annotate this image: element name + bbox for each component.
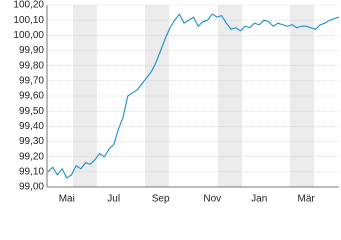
x-tick-label: Jan xyxy=(251,194,267,205)
y-tick-label: 100,00 xyxy=(13,30,44,41)
y-tick-label: 100,20 xyxy=(13,0,44,11)
y-tick-label: 99,00 xyxy=(19,182,44,193)
y-tick-label: 99,50 xyxy=(19,106,44,117)
y-tick-label: 99,10 xyxy=(19,166,44,177)
line xyxy=(47,13,340,179)
y-tick-label: 100,10 xyxy=(13,15,44,26)
x-tick-label: Sep xyxy=(152,194,170,205)
y-tick-label: 99,60 xyxy=(19,91,44,102)
x-tick-label: Jul xyxy=(107,194,120,205)
x-tick-label: Nov xyxy=(203,194,221,205)
y-tick-label: 99,70 xyxy=(19,75,44,86)
labels: 99,00 99,10 99,20 99,30 99,40 99,50 99,60 99,70… xyxy=(13,0,315,205)
chart: 99,00 99,10 99,20 99,30 99,40 99,50 99,60 99,70… xyxy=(13,0,340,205)
y-tick-label: 99,90 xyxy=(19,45,44,56)
x-tick-label: Mai xyxy=(59,194,75,205)
plot xyxy=(47,13,340,179)
y-tick-label: 99,80 xyxy=(19,60,44,71)
y-tick-label: 99,30 xyxy=(19,136,44,147)
x-tick-label: Mär xyxy=(298,194,316,205)
y-tick-label: 99,20 xyxy=(19,151,44,162)
y-tick-label: 99,40 xyxy=(19,121,44,132)
